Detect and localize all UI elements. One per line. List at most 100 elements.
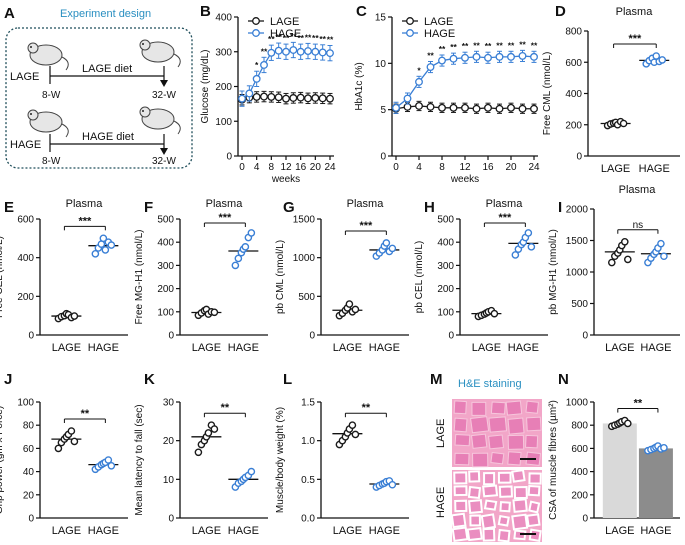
data-point-hage	[388, 244, 397, 253]
data-point-hage	[388, 480, 397, 489]
y-tick-label: 0	[226, 152, 232, 163]
x-category-label: LAGE	[52, 342, 81, 354]
muscle-fibre	[507, 417, 525, 435]
data-point-hage	[296, 47, 305, 56]
data-point-hage	[438, 56, 446, 65]
mouse-icon	[139, 39, 181, 68]
y-tick-label: 100	[437, 307, 454, 318]
data-point-hage	[518, 51, 527, 60]
data-point-hage	[530, 52, 538, 61]
panel-letter-m: M	[430, 371, 443, 388]
y-axis-label: Free MG-H1 (nmol/L)	[134, 229, 145, 324]
data-point-hage	[392, 103, 400, 112]
data-point-hage	[326, 49, 334, 58]
x-category-label: LAGE	[333, 342, 362, 354]
data-point-lage	[484, 103, 492, 112]
data-point-hage	[274, 46, 283, 55]
x-category-label: HAGE	[640, 525, 671, 537]
data-point-hage	[252, 74, 261, 83]
muscle-fibre	[507, 451, 522, 466]
significance-marker: **	[427, 50, 434, 60]
data-point-hage	[91, 249, 100, 258]
x-tick-label: 8	[439, 162, 445, 173]
significance-marker: **	[508, 40, 515, 50]
data-point-lage	[426, 102, 435, 111]
y-tick-label: 400	[157, 238, 174, 249]
data-point-lage	[267, 92, 276, 101]
muscle-fibre	[513, 485, 528, 500]
experiment-design-title: Experiment design	[60, 8, 151, 20]
data-point-hage	[652, 52, 661, 60]
significance-label: **	[221, 402, 230, 414]
muscle-fibre	[472, 452, 489, 468]
y-axis-label: Grip power (gm x Force)	[0, 406, 5, 514]
he-staining-title: H&E staining	[458, 378, 522, 390]
data-point-lage	[289, 94, 298, 102]
y-tick-label: 400	[565, 89, 582, 100]
panel-letter: C	[356, 3, 367, 20]
y-tick-label: 1500	[293, 215, 316, 226]
y-tick-label: 400	[437, 238, 454, 249]
y-tick-label: 1000	[293, 253, 316, 264]
data-point-hage	[260, 61, 268, 69]
y-tick-label: 10	[375, 59, 387, 70]
panel-letter: H	[424, 199, 435, 216]
muscle-fibre	[471, 433, 488, 449]
chart-panel-e: E 0 200 400 600 Free CEL (nmol/L) LAGE HAGE Plas…	[0, 198, 128, 354]
y-tick-label: 80	[23, 421, 35, 432]
panel-letter: E	[4, 199, 14, 216]
significance-marker: **	[531, 40, 538, 50]
panel-letter: D	[555, 3, 566, 20]
data-point-hage	[415, 77, 423, 86]
significance-marker: **	[496, 40, 503, 50]
x-category-label: LAGE	[605, 525, 634, 537]
y-tick-label: 200	[157, 284, 174, 295]
data-point-lage	[282, 94, 290, 103]
muscle-fibre	[482, 484, 499, 498]
data-point-hage	[527, 243, 536, 251]
data-point-lage	[438, 103, 446, 112]
x-axis-label: weeks	[450, 174, 479, 185]
bar-lage	[602, 423, 637, 518]
muscle-fibre	[528, 472, 542, 485]
lage-end-age: 32-W	[152, 90, 176, 101]
y-tick-label: 0	[309, 331, 315, 342]
data-point-lage	[204, 429, 213, 437]
chart-title: Plasma	[66, 198, 104, 210]
x-category-label: HAGE	[369, 525, 400, 537]
x-category-label: HAGE	[639, 163, 670, 175]
lage-start-age: 8-W	[42, 90, 61, 101]
significance-label: ***	[628, 33, 642, 45]
y-tick-label: 1500	[566, 236, 589, 247]
y-tick-label: 1000	[566, 268, 589, 279]
chart-title: Plasma	[486, 198, 524, 210]
x-tick-label: 12	[280, 162, 292, 173]
data-point-lage	[472, 104, 481, 113]
data-point-hage	[234, 254, 243, 263]
y-axis-label: Mean latency to fall (sec)	[134, 404, 145, 515]
chart-panel-f: F 0 100 200 300 400 500 Free MG-H1 (nmol/L) LAGE…	[134, 198, 268, 354]
x-tick-label: 4	[416, 162, 422, 173]
muscle-fibre	[454, 434, 471, 447]
x-tick-label: 16	[482, 162, 494, 173]
data-point-lage	[495, 104, 504, 113]
muscle-fibre	[511, 468, 526, 483]
y-tick-label: 40	[23, 467, 35, 478]
significance-marker: **	[305, 32, 312, 42]
muscle-fibre	[483, 499, 498, 511]
muscle-fibre	[468, 470, 481, 483]
x-tick-label: 0	[239, 162, 245, 173]
significance-marker: **	[312, 33, 319, 43]
data-point-hage	[382, 239, 391, 247]
significance-label: **	[362, 402, 371, 414]
panel-m-he-staining: M H&E staining LAGE HAGE	[430, 371, 542, 543]
y-tick-label: 15	[375, 13, 387, 24]
data-point-hage	[107, 461, 116, 470]
muscle-fibre	[480, 513, 497, 530]
muscle-fibre	[525, 400, 540, 414]
y-tick-label: 100	[215, 117, 232, 128]
data-point-hage	[247, 467, 256, 476]
y-tick-label: 100	[17, 398, 34, 409]
x-tick-label: 16	[295, 162, 307, 173]
